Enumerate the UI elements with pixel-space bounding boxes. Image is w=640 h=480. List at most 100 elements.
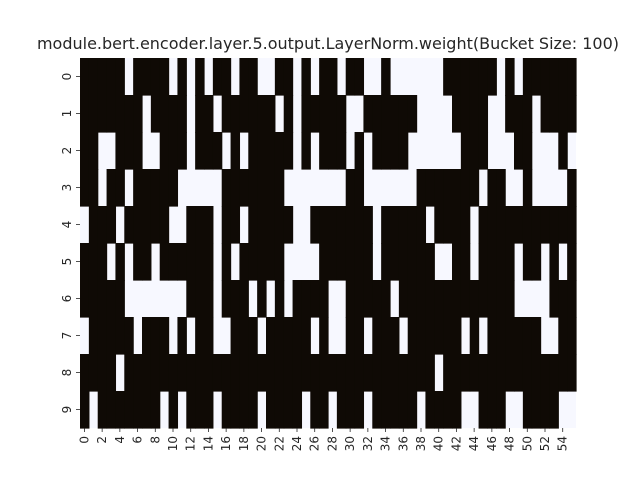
heatmap-cell <box>186 206 196 244</box>
heatmap-cell <box>310 354 320 392</box>
heatmap-cell <box>469 317 480 355</box>
heatmap-cell <box>443 280 453 318</box>
heatmap-cell <box>381 206 391 244</box>
heatmap-cell <box>487 391 497 429</box>
heatmap-cell <box>496 280 506 318</box>
heatmap-cell <box>381 243 391 281</box>
heatmap-cell <box>186 391 196 429</box>
heatmap-cell <box>540 354 551 392</box>
heatmap-cell <box>452 317 462 355</box>
heatmap-cell <box>522 391 533 429</box>
heatmap-cell <box>531 354 542 392</box>
heatmap-cell <box>159 206 170 244</box>
heatmap-cell <box>106 354 117 392</box>
heatmap-cell <box>133 169 143 207</box>
heatmap-cell <box>319 391 329 429</box>
heatmap-cell <box>478 391 489 429</box>
heatmap-cell <box>496 317 506 355</box>
heatmap-cell <box>239 280 249 318</box>
heatmap-cell <box>239 391 249 429</box>
heatmap-cell <box>115 95 125 133</box>
heatmap-cell <box>443 391 453 429</box>
heatmap-cell <box>204 354 214 392</box>
y-axis-ticks: 0 1 2 3 4 5 6 7 8 9 <box>60 73 80 413</box>
x-tick-label: 54 <box>556 436 570 451</box>
heatmap-cell <box>319 317 329 355</box>
heatmap-cell <box>487 243 497 281</box>
heatmap-cell <box>159 95 170 133</box>
heatmap-cell <box>283 391 294 429</box>
heatmap-cell <box>159 58 170 96</box>
heatmap-cell <box>487 206 497 244</box>
heatmap-cell <box>407 354 418 392</box>
heatmap-cell <box>177 243 187 281</box>
heatmap-cell <box>319 58 329 96</box>
heatmap-cell <box>257 354 267 392</box>
heatmap-cell <box>469 58 480 96</box>
heatmap-cell <box>230 169 241 207</box>
heatmap-cell <box>115 280 125 318</box>
heatmap-cell <box>452 206 462 244</box>
heatmap-cell <box>531 206 542 244</box>
heatmap-cell <box>434 280 444 318</box>
heatmap-cell <box>159 354 170 392</box>
heatmap-cell <box>354 317 365 355</box>
heatmap-cell <box>416 280 427 318</box>
heatmap-cell <box>531 58 542 96</box>
heatmap-cell <box>80 280 90 318</box>
heatmap-cell <box>301 317 311 355</box>
heatmap-cell <box>514 354 524 392</box>
heatmap-cell <box>531 243 542 281</box>
heatmap-cell <box>514 132 524 170</box>
heatmap-cell <box>248 317 258 355</box>
x-tick-label: 50 <box>520 436 534 451</box>
x-tick-label: 18 <box>237 436 251 451</box>
heatmap-cell <box>345 206 356 244</box>
heatmap-cell <box>398 391 409 429</box>
heatmap-cell <box>195 354 205 392</box>
heatmap-cell <box>425 169 435 207</box>
x-tick-label: 52 <box>538 436 552 451</box>
heatmap-cell <box>159 317 170 355</box>
heatmap-cell <box>407 317 418 355</box>
heatmap-cell <box>80 132 90 170</box>
heatmap-cell <box>336 132 347 170</box>
heatmap-cell <box>469 354 480 392</box>
heatmap-cell <box>328 58 338 96</box>
heatmap-cell <box>301 58 311 96</box>
heatmap-cell <box>301 132 311 170</box>
heatmap-cell <box>248 354 258 392</box>
heatmap-cell <box>97 391 108 429</box>
heatmap-cell <box>177 354 187 392</box>
y-tick-label: 3 <box>60 184 74 192</box>
heatmap-cell <box>204 280 214 318</box>
heatmap-cell <box>522 58 533 96</box>
heatmap-cell <box>505 206 515 244</box>
heatmap-cell <box>522 317 533 355</box>
heatmap-cell <box>257 243 267 281</box>
heatmap-cell <box>425 243 435 281</box>
heatmap-cell <box>514 206 524 244</box>
heatmap-cell <box>310 206 320 244</box>
heatmap-cell <box>142 317 152 355</box>
heatmap-cell <box>496 354 506 392</box>
heatmap-cell <box>443 317 453 355</box>
heatmap-cell <box>150 206 161 244</box>
heatmap-cell <box>106 58 117 96</box>
heatmap-cell <box>257 169 267 207</box>
heatmap-cell <box>142 169 152 207</box>
heatmap-cell <box>398 132 409 170</box>
x-tick-label: 28 <box>325 436 339 451</box>
heatmap-cell <box>522 354 533 392</box>
heatmap-cell <box>549 391 559 429</box>
heatmap-cell <box>230 206 241 244</box>
heatmap-cell <box>558 58 568 96</box>
heatmap-cell <box>212 132 223 170</box>
heatmap-cell <box>487 280 497 318</box>
heatmap-cell <box>407 280 418 318</box>
heatmap-cell <box>88 95 99 133</box>
heatmap-cell <box>266 317 276 355</box>
heatmap-cell <box>80 95 90 133</box>
heatmap-cell <box>150 317 161 355</box>
